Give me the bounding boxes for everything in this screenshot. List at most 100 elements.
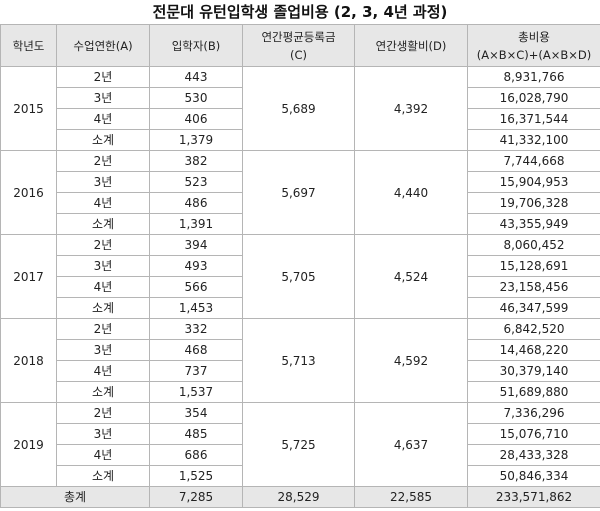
total-cost-cell: 7,744,668 xyxy=(467,150,600,172)
students-cell: 530 xyxy=(149,87,243,109)
students-cell: 485 xyxy=(149,423,243,445)
tuition-cell: 5,697 xyxy=(242,150,355,235)
period-cell: 소계 xyxy=(56,465,150,487)
students-cell: 332 xyxy=(149,318,243,340)
table-row: 2017 2년 394 5,705 4,524 8,060,452 xyxy=(0,234,600,319)
grand-total-label: 총계 xyxy=(0,486,150,508)
year-cell: 2017 xyxy=(0,234,57,319)
period-cell: 2년 xyxy=(56,150,150,172)
table-row: 소계 1,525 50,846,334 xyxy=(1,465,600,487)
period-cell: 3년 xyxy=(56,423,150,445)
total-cost-cell: 30,379,140 xyxy=(467,360,600,382)
header-students: 입학자(B) xyxy=(149,24,243,67)
tuition-cell: 5,713 xyxy=(242,318,355,403)
students-cell: 566 xyxy=(149,276,243,298)
tuition-cell: 5,725 xyxy=(242,402,355,487)
period-cell: 2년 xyxy=(56,402,150,424)
period-cell: 소계 xyxy=(56,297,150,319)
total-cost-cell: 16,371,544 xyxy=(467,108,600,130)
students-cell: 468 xyxy=(149,339,243,361)
students-cell: 1,453 xyxy=(149,297,243,319)
header-total-line1: 총비용 xyxy=(518,29,550,44)
students-cell: 686 xyxy=(149,444,243,466)
total-cost-cell: 46,347,599 xyxy=(467,297,600,319)
table-row: 3년 523 15,904,953 xyxy=(1,171,600,193)
total-cost-cell: 6,842,520 xyxy=(467,318,600,340)
tuition-cell: 5,705 xyxy=(242,234,355,319)
grand-total-living: 22,585 xyxy=(354,486,468,508)
total-cost-cell: 41,332,100 xyxy=(467,129,600,151)
total-cost-cell: 15,076,710 xyxy=(467,423,600,445)
total-cost-cell: 50,846,334 xyxy=(467,465,600,487)
grand-total-row: 총계 7,285 28,529 22,585 233,571,862 xyxy=(0,486,600,508)
header-period: 수업연한(A) xyxy=(56,24,150,67)
table-row: 2015 2년 443 5,689 4,392 8,931,766 xyxy=(0,66,600,151)
period-cell: 4년 xyxy=(56,192,150,214)
header-tuition-line1: 연간평균등록금 xyxy=(261,29,336,44)
period-cell: 4년 xyxy=(56,276,150,298)
header-total: 총비용 (A×B×C)+(A×B×D) xyxy=(467,24,600,67)
year-cell: 2018 xyxy=(0,318,57,403)
total-cost-cell: 43,355,949 xyxy=(467,213,600,235)
header-tuition-line2: (C) xyxy=(289,47,307,62)
header-living: 연간생활비(D) xyxy=(354,24,468,67)
students-cell: 354 xyxy=(149,402,243,424)
total-cost-cell: 15,128,691 xyxy=(467,255,600,277)
table-body: 2015 2년 443 5,689 4,392 8,931,766 3년 530 16,028,… xyxy=(0,66,600,508)
grand-total-tuition: 28,529 xyxy=(242,486,355,508)
grand-total-cost: 233,571,862 xyxy=(467,486,600,508)
grand-total-students: 7,285 xyxy=(149,486,243,508)
table-row: 2019 2년 354 5,725 4,637 7,336,296 xyxy=(0,402,600,487)
total-cost-cell: 15,904,953 xyxy=(467,171,600,193)
table-row: 소계 1,537 51,689,880 xyxy=(1,381,600,403)
period-cell: 3년 xyxy=(56,339,150,361)
students-cell: 1,379 xyxy=(149,129,243,151)
total-cost-cell: 28,433,328 xyxy=(467,444,600,466)
header-row: 학년도 수업연한(A) 입학자(B) 연간평균등록금 (C) 연간생활비(D) … xyxy=(0,24,600,67)
table-row: 2018 2년 332 5,713 4,592 6,842,520 xyxy=(0,318,600,403)
students-cell: 443 xyxy=(149,66,243,88)
students-cell: 523 xyxy=(149,171,243,193)
students-cell: 493 xyxy=(149,255,243,277)
tuition-cell: 5,689 xyxy=(242,66,355,151)
table-row: 4년 406 16,371,544 xyxy=(1,108,600,130)
graduation-cost-table: 학년도 수업연한(A) 입학자(B) 연간평균등록금 (C) 연간생활비(D) … xyxy=(0,24,600,508)
period-cell: 소계 xyxy=(56,129,150,151)
students-cell: 394 xyxy=(149,234,243,256)
students-cell: 737 xyxy=(149,360,243,382)
year-cell: 2019 xyxy=(0,402,57,487)
table-row: 3년 493 15,128,691 xyxy=(1,255,600,277)
table-row: 소계 1,453 46,347,599 xyxy=(1,297,600,319)
header-total-line2: (A×B×C)+(A×B×D) xyxy=(476,47,592,62)
period-cell: 2년 xyxy=(56,318,150,340)
students-cell: 1,391 xyxy=(149,213,243,235)
table-row: 4년 566 23,158,456 xyxy=(1,276,600,298)
total-cost-cell: 51,689,880 xyxy=(467,381,600,403)
table-title: 전문대 유턴입학생 졸업비용 (2, 3, 4년 과정) xyxy=(152,3,448,21)
year-cell: 2016 xyxy=(0,150,57,235)
living-cell: 4,637 xyxy=(354,402,468,487)
period-cell: 소계 xyxy=(56,213,150,235)
total-cost-cell: 8,060,452 xyxy=(467,234,600,256)
period-cell: 4년 xyxy=(56,108,150,130)
total-cost-cell: 8,931,766 xyxy=(467,66,600,88)
students-cell: 382 xyxy=(149,150,243,172)
period-cell: 2년 xyxy=(56,66,150,88)
students-cell: 1,537 xyxy=(149,381,243,403)
living-cell: 4,524 xyxy=(354,234,468,319)
students-cell: 1,525 xyxy=(149,465,243,487)
table-row: 2016 2년 382 5,697 4,440 7,744,668 xyxy=(0,150,600,235)
period-cell: 4년 xyxy=(56,444,150,466)
period-cell: 3년 xyxy=(56,171,150,193)
living-cell: 4,440 xyxy=(354,150,468,235)
living-cell: 4,592 xyxy=(354,318,468,403)
total-cost-cell: 23,158,456 xyxy=(467,276,600,298)
header-tuition: 연간평균등록금 (C) xyxy=(242,24,355,67)
living-cell: 4,392 xyxy=(354,66,468,151)
total-cost-cell: 19,706,328 xyxy=(467,192,600,214)
period-cell: 4년 xyxy=(56,360,150,382)
total-cost-cell: 14,468,220 xyxy=(467,339,600,361)
students-cell: 486 xyxy=(149,192,243,214)
students-cell: 406 xyxy=(149,108,243,130)
header-year: 학년도 xyxy=(0,24,57,67)
